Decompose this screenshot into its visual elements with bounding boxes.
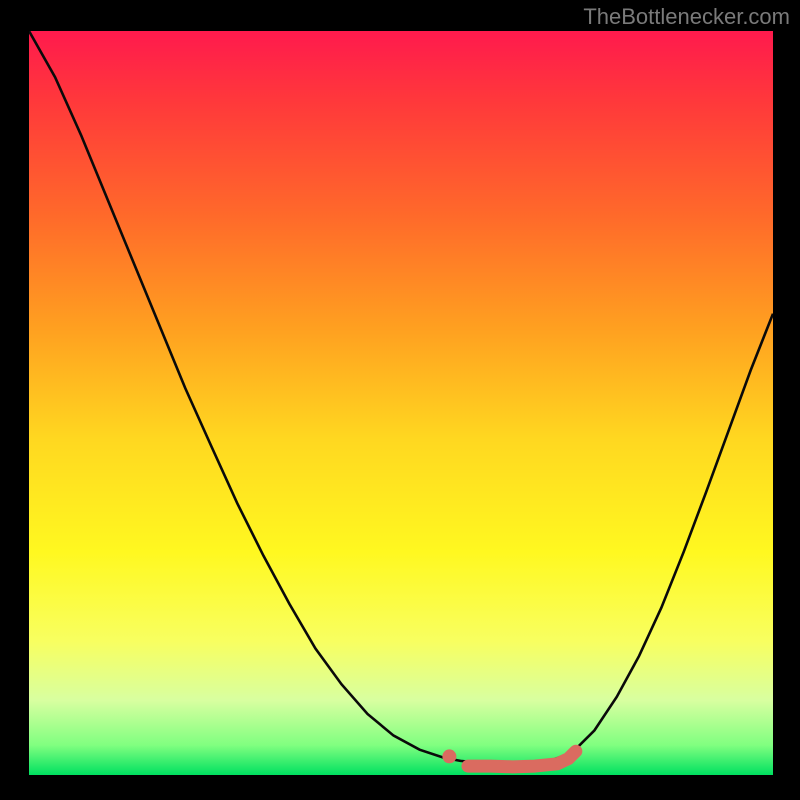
watermark-text: TheBottlenecker.com	[583, 4, 790, 30]
highlight-dot	[442, 749, 456, 763]
chart-plot-area	[29, 31, 773, 775]
chart-background	[29, 31, 773, 775]
chart-svg	[29, 31, 773, 775]
